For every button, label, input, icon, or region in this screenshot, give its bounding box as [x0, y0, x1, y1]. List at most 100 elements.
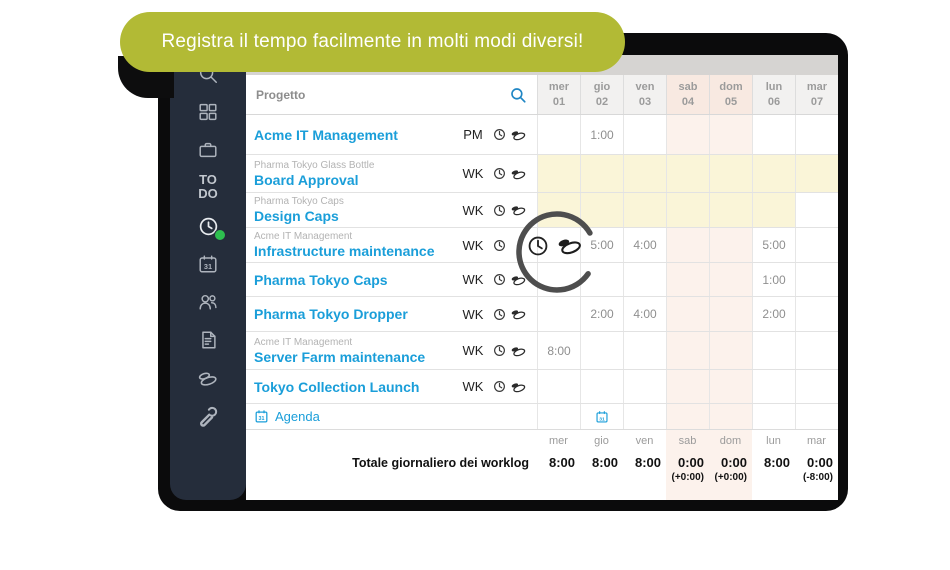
- worklog-cell[interactable]: [709, 155, 752, 192]
- worklog-cell[interactable]: [795, 332, 838, 369]
- log-time-clock-icon[interactable]: [493, 380, 506, 393]
- project-link[interactable]: Pharma Tokyo Dropper: [254, 306, 408, 322]
- log-time-stopwatch-icon[interactable]: [509, 273, 527, 287]
- worklog-cell[interactable]: [666, 332, 709, 369]
- log-time-clock-icon[interactable]: [493, 128, 506, 141]
- worklog-cell[interactable]: [795, 115, 838, 154]
- log-time-clock-icon[interactable]: [493, 167, 506, 180]
- worklog-cell[interactable]: [623, 155, 666, 192]
- log-time-clock-icon[interactable]: [493, 344, 506, 357]
- worklog-cell[interactable]: [752, 370, 795, 403]
- worklog-cell[interactable]: [580, 193, 623, 227]
- log-time-clock-icon[interactable]: [493, 273, 506, 286]
- worklog-cell[interactable]: 1:00: [580, 115, 623, 154]
- worklog-cell[interactable]: [709, 193, 752, 227]
- worklog-cell[interactable]: [580, 370, 623, 403]
- day-header: ven 03: [623, 75, 666, 114]
- worklog-cell[interactable]: 2:00: [752, 297, 795, 331]
- project-link[interactable]: Infrastructure maintenance: [254, 243, 435, 259]
- log-time-clock-icon[interactable]: [493, 204, 506, 217]
- worklog-cell[interactable]: 8:00: [537, 332, 580, 369]
- worklog-cell[interactable]: [709, 297, 752, 331]
- worklog-cell[interactable]: [795, 193, 838, 227]
- project-link[interactable]: Board Approval: [254, 171, 359, 188]
- worklog-cell[interactable]: [666, 370, 709, 403]
- log-time-stopwatch-icon[interactable]: [509, 128, 527, 142]
- worklog-cell[interactable]: [623, 263, 666, 296]
- worklog-cell[interactable]: 4:00: [623, 228, 666, 262]
- sidebar-item-todo[interactable]: TO DO: [195, 172, 221, 201]
- worklog-cell[interactable]: [795, 263, 838, 296]
- agenda-day-cell[interactable]: 31: [580, 404, 623, 429]
- worklog-cell[interactable]: [795, 228, 838, 262]
- worklog-cell[interactable]: [795, 370, 838, 403]
- agenda-cell[interactable]: 31 Agenda: [246, 404, 537, 429]
- log-time-stopwatch-icon[interactable]: [509, 344, 527, 358]
- worklog-cell[interactable]: [580, 332, 623, 369]
- worklog-cell[interactable]: [666, 115, 709, 154]
- project-link[interactable]: Server Farm maintenance: [254, 348, 426, 365]
- worklog-cell[interactable]: [795, 297, 838, 331]
- worklog-cell[interactable]: [752, 193, 795, 227]
- project-link[interactable]: Acme IT Management: [254, 126, 398, 143]
- worklog-cell[interactable]: [709, 115, 752, 154]
- log-time-stopwatch-icon[interactable]: [509, 307, 527, 321]
- agenda-day-cell[interactable]: [623, 404, 666, 429]
- worklog-cell[interactable]: [537, 115, 580, 154]
- sidebar-item-settings[interactable]: [197, 404, 219, 428]
- sidebar-item-documents[interactable]: [197, 328, 219, 352]
- worklog-cell[interactable]: [537, 193, 580, 227]
- sidebar-item-worklog[interactable]: [196, 366, 220, 390]
- agenda-day-cell[interactable]: [709, 404, 752, 429]
- worklog-cell[interactable]: [623, 370, 666, 403]
- worklog-cell[interactable]: [580, 155, 623, 192]
- sidebar-item-calendar[interactable]: 31: [197, 252, 219, 276]
- project-link[interactable]: Pharma Tokyo Caps: [254, 271, 388, 288]
- worklog-cell[interactable]: [666, 155, 709, 192]
- worklog-cell[interactable]: [666, 297, 709, 331]
- worklog-cell[interactable]: 1:00: [752, 263, 795, 296]
- worklog-cell[interactable]: [752, 332, 795, 369]
- log-time-stopwatch-icon[interactable]: [509, 203, 527, 217]
- worklog-cell[interactable]: [795, 155, 838, 192]
- worklog-cell[interactable]: 2:00: [580, 297, 623, 331]
- worklog-cell[interactable]: 4:00: [623, 297, 666, 331]
- project-link[interactable]: Design Caps: [254, 208, 339, 224]
- worklog-cell[interactable]: [752, 155, 795, 192]
- worklog-cell[interactable]: [537, 297, 580, 331]
- sidebar-item-timesheet[interactable]: [197, 214, 226, 241]
- agenda-day-cell[interactable]: [795, 404, 838, 429]
- log-time-stopwatch-icon-large[interactable]: [554, 234, 584, 257]
- search-icon[interactable]: [509, 86, 527, 104]
- worklog-cell[interactable]: 5:00: [752, 228, 795, 262]
- agenda-day-cell[interactable]: [752, 404, 795, 429]
- worklog-cell[interactable]: [666, 193, 709, 227]
- sidebar-item-resources[interactable]: [197, 290, 219, 314]
- log-time-clock-icon[interactable]: [493, 239, 506, 252]
- log-time-stopwatch-icon[interactable]: [509, 167, 527, 181]
- log-time-clock-icon-large[interactable]: [527, 235, 549, 257]
- sidebar-item-projects[interactable]: [197, 138, 219, 162]
- agenda-row: 31 Agenda 31: [246, 404, 838, 430]
- worklog-cell[interactable]: [623, 115, 666, 154]
- worklog-cell[interactable]: [623, 332, 666, 369]
- worklog-cell[interactable]: [666, 263, 709, 296]
- worklog-cell[interactable]: [666, 228, 709, 262]
- log-time-stopwatch-icon[interactable]: [509, 380, 527, 394]
- agenda-day-cell[interactable]: [537, 404, 580, 429]
- worklog-cell[interactable]: [537, 155, 580, 192]
- sidebar-item-dashboard[interactable]: [197, 100, 219, 124]
- project-link[interactable]: Tokyo Collection Launch: [254, 378, 420, 395]
- worklog-cell[interactable]: [709, 263, 752, 296]
- todo-label: TO DO: [198, 172, 218, 201]
- worklog-cell[interactable]: [709, 228, 752, 262]
- worklog-cell[interactable]: [752, 115, 795, 154]
- log-time-clock-icon[interactable]: [493, 308, 506, 321]
- agenda-day-cell[interactable]: [666, 404, 709, 429]
- sidebar: TO DO 31: [170, 45, 246, 500]
- worklog-cell[interactable]: [623, 193, 666, 227]
- worklog-cell[interactable]: [709, 332, 752, 369]
- worklog-cell[interactable]: [709, 370, 752, 403]
- worklog-cell[interactable]: [537, 370, 580, 403]
- worklog-cell[interactable]: [537, 263, 580, 296]
